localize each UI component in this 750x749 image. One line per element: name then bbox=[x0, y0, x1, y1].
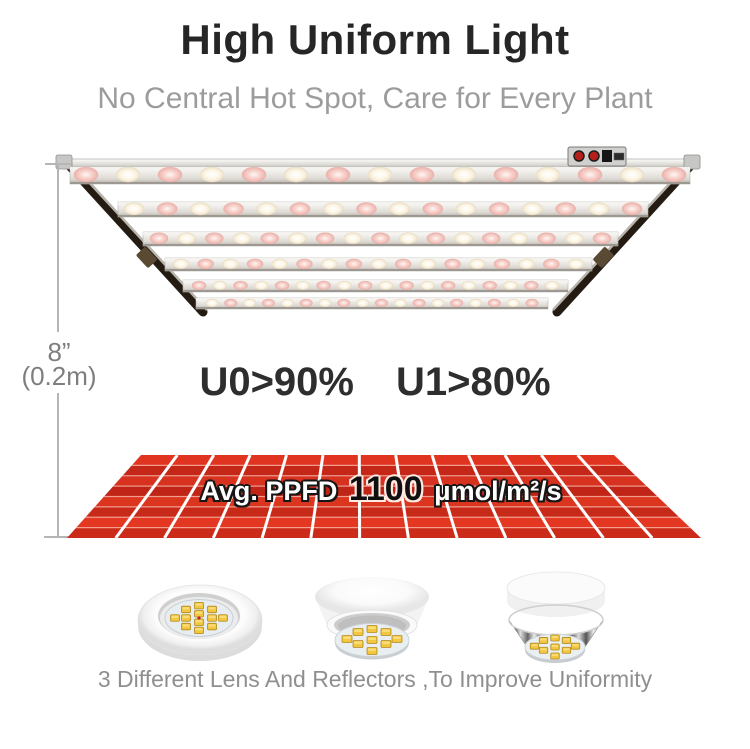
u0-value: U0>90% bbox=[199, 360, 354, 404]
ppfd-label: Avg. PPFD 1100 μmol/m²/s bbox=[6, 470, 750, 509]
u1-value: U1>80% bbox=[396, 360, 551, 404]
ppfd-grid-plane bbox=[67, 455, 701, 538]
lens-caption: 3 Different Lens And Reflectors ,To Impr… bbox=[97, 666, 653, 692]
page-subtitle: No Central Hot Spot, Care for Every Plan… bbox=[97, 82, 653, 115]
grow-light-fixture-image bbox=[55, 146, 701, 317]
ppfd-value: 1100 bbox=[348, 470, 423, 508]
dimension-label-inches: 8” bbox=[47, 337, 71, 367]
dimension-line-lower bbox=[57, 393, 59, 537]
uniformity-values: U0>90% U1>80% bbox=[0, 360, 750, 405]
lens-reflector-images bbox=[137, 571, 606, 663]
dimension-tick-bottom bbox=[44, 536, 75, 538]
page-title: High Uniform Light bbox=[180, 16, 570, 63]
dimension-tick-top bbox=[45, 163, 71, 165]
ppfd-prefix: Avg. PPFD bbox=[200, 476, 338, 506]
dimension-line-upper bbox=[57, 164, 59, 332]
ppfd-unit: μmol/m²/s bbox=[434, 476, 562, 506]
dimension-label-meters: (0.2m) bbox=[21, 361, 97, 391]
